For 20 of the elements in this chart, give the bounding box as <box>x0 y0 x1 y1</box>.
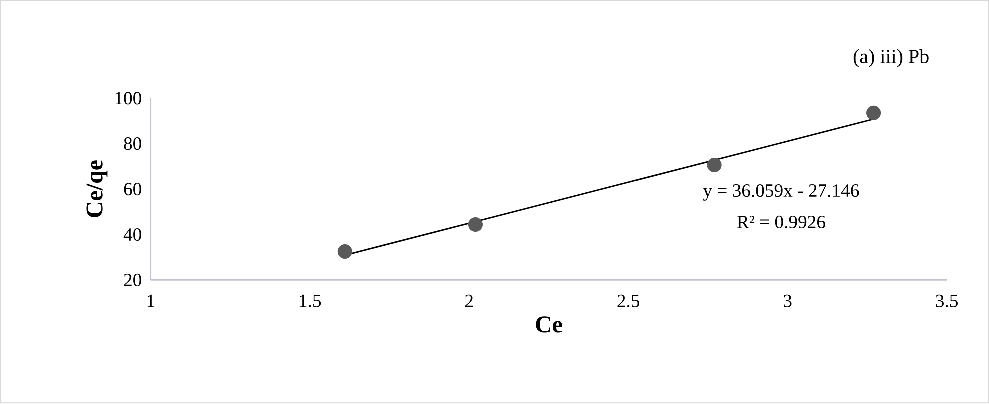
y-tick-label: 60 <box>124 183 142 196</box>
point <box>338 244 352 260</box>
point <box>707 158 722 173</box>
x-tick-label: 3.5 <box>936 295 958 308</box>
x-tick-label: 3 <box>784 295 792 308</box>
point <box>866 106 882 121</box>
annotation: R² = 0.9926 <box>737 216 826 229</box>
x-axis-title: Ce <box>536 316 562 333</box>
y-tick-label: 20 <box>124 274 142 287</box>
x-tick-label: 2 <box>465 295 473 308</box>
point <box>468 218 483 232</box>
chart-title: (a) iii) Pb <box>854 50 929 68</box>
y-tick-label: 40 <box>124 228 142 242</box>
y-tick-label: 100 <box>116 92 142 105</box>
y-tick-label: 80 <box>124 138 142 150</box>
y-axis-title: Ce/qe <box>86 160 108 218</box>
annotation: y = 36.059x - 27.146 <box>703 184 860 202</box>
x-tick-label: 1.5 <box>300 295 322 308</box>
x-tick-label: 2.5 <box>618 295 640 308</box>
x-tick-label: 1 <box>148 295 154 308</box>
